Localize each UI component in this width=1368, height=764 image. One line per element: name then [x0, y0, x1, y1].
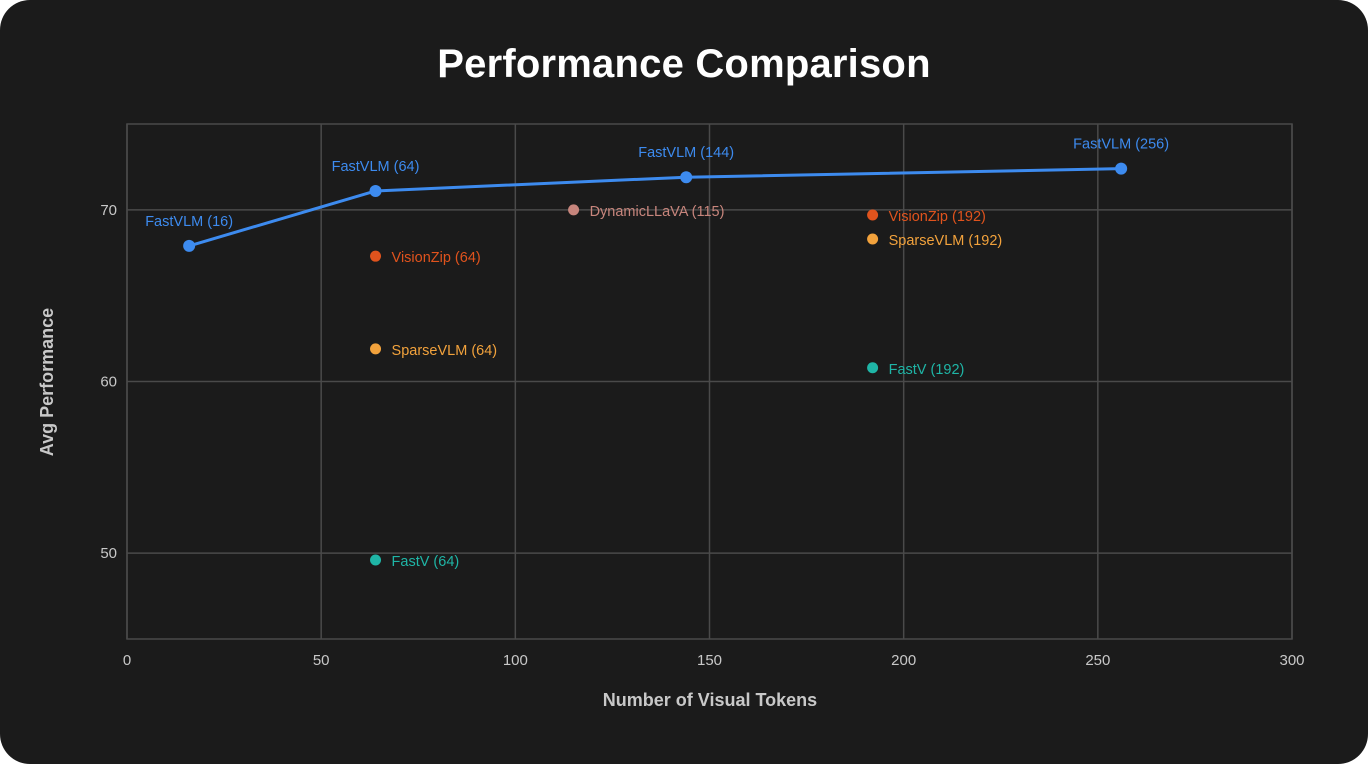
sparsevlm-point — [867, 233, 879, 245]
line-layer — [188, 167, 1122, 248]
sparsevlm-point-label: SparseVLM (64) — [392, 343, 498, 359]
visionzip-point-label: VisionZip (64) — [392, 250, 481, 266]
fastvlm-point — [1115, 162, 1128, 175]
visionzip-point — [370, 250, 382, 262]
y-axis-label: Avg Performance — [37, 308, 57, 456]
fastvlm-point-label: FastVLM (144) — [638, 145, 734, 161]
fastvlm-point-label: FastVLM (256) — [1073, 137, 1169, 153]
fastv-point — [867, 362, 879, 374]
y-tick-label: 70 — [100, 202, 117, 219]
dynamicllava-point-label: DynamicLLaVA (115) — [590, 204, 725, 220]
y-tick-label: 50 — [100, 545, 117, 562]
fastv-point-label: FastV (64) — [392, 554, 460, 570]
chart-title: Performance Comparison — [437, 42, 931, 86]
visionzip-point-label: VisionZip (192) — [889, 209, 986, 225]
visionzip-point — [867, 209, 879, 221]
fastvlm-point — [369, 184, 382, 197]
x-tick-label: 100 — [503, 652, 528, 669]
grid-layer — [126, 123, 1293, 640]
fastv-point — [370, 554, 382, 566]
fastvlm-point — [183, 239, 196, 252]
fastvlm-point-label: FastVLM (64) — [332, 159, 420, 175]
x-tick-label: 150 — [697, 652, 722, 669]
fastv-point-label: FastV (192) — [889, 362, 965, 378]
x-tick-label: 0 — [123, 652, 131, 669]
sparsevlm-point — [370, 343, 382, 355]
sparsevlm-point-label: SparseVLM (192) — [889, 233, 1003, 249]
x-tick-label: 300 — [1279, 652, 1304, 669]
point-layer — [183, 162, 1128, 566]
fastvlm-point-label: FastVLM (16) — [145, 214, 233, 230]
tick-layer: 0 50 100 150 200 250 300 50 60 70 — [100, 202, 1304, 669]
label-layer: FastVLM (16) FastVLM (64) FastVLM (144) Fas… — [145, 137, 1169, 570]
x-axis-label: Number of Visual Tokens — [603, 690, 817, 710]
dynamicllava-point — [568, 204, 580, 216]
y-tick-label: 60 — [100, 374, 117, 391]
x-tick-label: 250 — [1085, 652, 1110, 669]
fastvlm-point — [680, 171, 693, 184]
x-tick-label: 50 — [313, 652, 330, 669]
fastvlm-series-line — [188, 167, 1122, 248]
x-tick-label: 200 — [891, 652, 916, 669]
